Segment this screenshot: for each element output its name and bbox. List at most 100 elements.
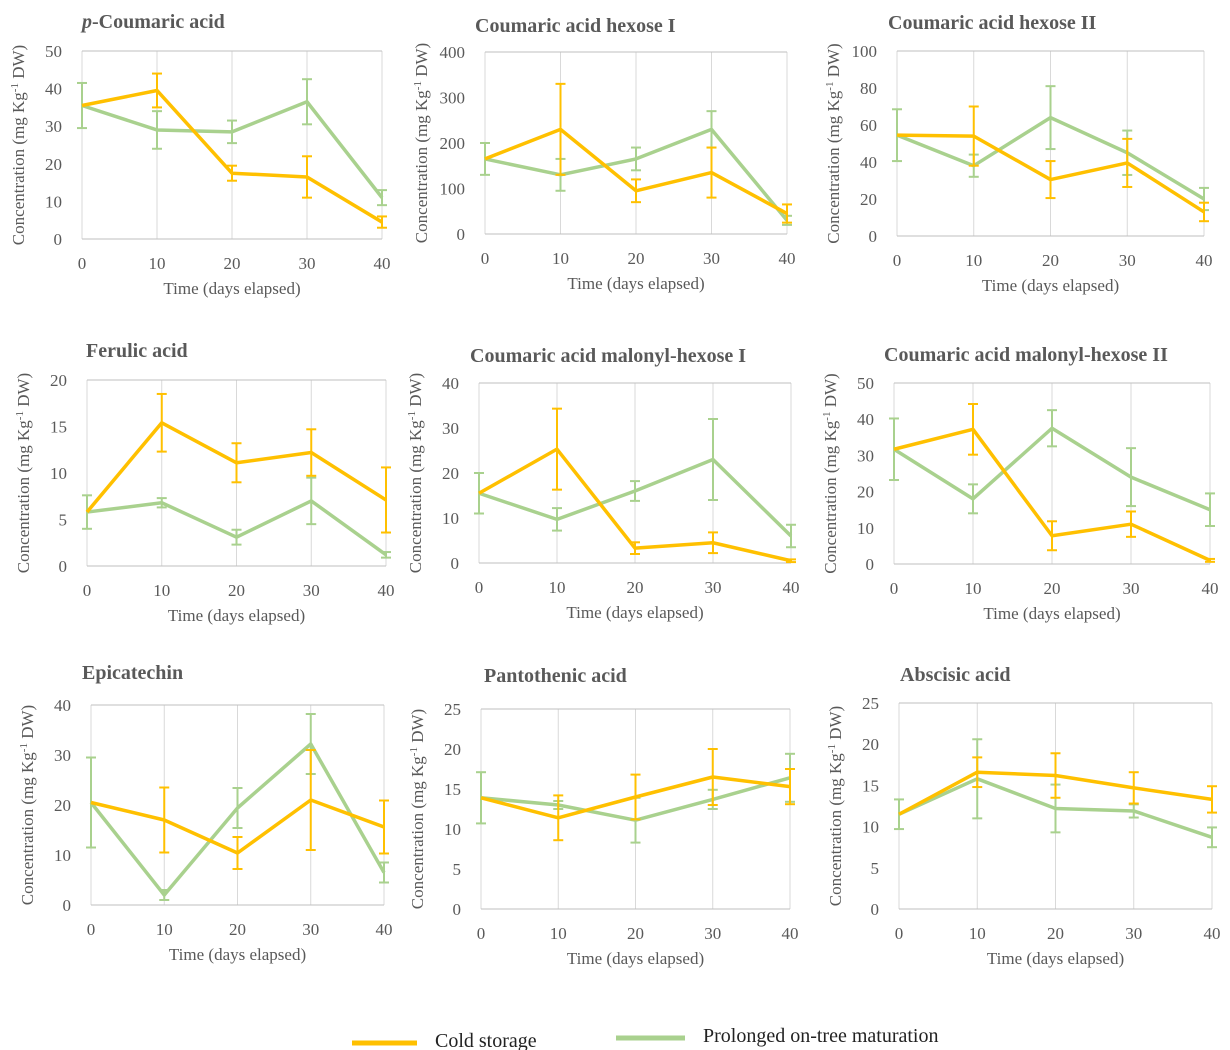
- series-line: [81, 100, 384, 199]
- series-line: [85, 421, 387, 514]
- y-tick-label: 200: [440, 134, 466, 153]
- x-tick-label: 20: [1047, 924, 1064, 943]
- series-line: [478, 457, 793, 538]
- x-tick-label: 10: [156, 920, 173, 939]
- series-cold-storage: [484, 82, 792, 224]
- x-tick-label: 30: [703, 249, 720, 268]
- y-tick-label: 0: [54, 230, 63, 249]
- x-axis-label: Time (days elapsed): [567, 274, 704, 293]
- series-cold-storage: [898, 752, 1217, 816]
- x-tick-label: 30: [299, 254, 316, 273]
- y-tick-label: 0: [866, 555, 875, 574]
- y-tick-label: 10: [442, 509, 459, 528]
- x-tick-label: 0: [481, 249, 490, 268]
- y-tick-label: 50: [857, 374, 874, 393]
- y-tick-label: 300: [440, 89, 466, 108]
- x-axis-label: Time (days elapsed): [982, 276, 1119, 295]
- series-line: [898, 777, 1213, 839]
- y-tick-label: 60: [860, 116, 877, 135]
- x-tick-label: 10: [969, 924, 986, 943]
- chart-title: Ferulic acid: [86, 340, 188, 362]
- x-tick-label: 10: [965, 579, 982, 598]
- chart-title: Coumaric acid malonyl-hexose II: [884, 344, 1168, 366]
- series-line: [893, 426, 1211, 512]
- x-tick-label: 40: [779, 249, 796, 268]
- chart-7: 0 10 20 30 40 0 10 20 30 40 Time (days elapsed) Con…: [18, 662, 393, 964]
- y-tick-label: 20: [857, 483, 874, 502]
- y-tick-label: 0: [457, 225, 466, 244]
- x-tick-label: 40: [782, 924, 799, 943]
- y-tick-label: 10: [862, 818, 879, 837]
- x-tick-label: 0: [87, 920, 96, 939]
- series-line: [896, 133, 1205, 214]
- y-tick-label: 40: [860, 153, 877, 172]
- y-axis-label: Concentration (mg Kg-1 DW): [821, 373, 840, 573]
- y-tick-label: 400: [440, 43, 466, 62]
- x-tick-label: 10: [149, 254, 166, 273]
- legend: Cold storage Prolonged on-tree maturatio…: [352, 1025, 939, 1050]
- x-tick-label: 0: [893, 251, 902, 270]
- series-line: [86, 499, 388, 557]
- y-tick-label: 30: [442, 419, 459, 438]
- y-tick-label: 20: [862, 735, 879, 754]
- series-line: [90, 798, 385, 855]
- legend-label-cold-storage: Cold storage: [435, 1030, 537, 1050]
- series-line: [893, 427, 1211, 562]
- x-tick-label: 30: [704, 924, 721, 943]
- series-line: [81, 88, 383, 224]
- series-prolonged-on-tree: [77, 78, 387, 207]
- series-line: [89, 742, 386, 897]
- series-cold-storage: [85, 392, 391, 534]
- x-tick-label: 40: [374, 254, 391, 273]
- x-tick-label: 0: [475, 578, 484, 597]
- series-cold-storage: [90, 749, 389, 870]
- legend-label-prolonged-on-tree: Prolonged on-tree maturation: [703, 1025, 939, 1047]
- y-axis-label: Concentration (mg Kg-1 DW): [826, 706, 845, 906]
- chart-title: p-Coumaric acid: [80, 11, 225, 33]
- x-tick-label: 20: [627, 924, 644, 943]
- chart-title: Pantothenic acid: [484, 665, 627, 687]
- y-tick-label: 20: [50, 371, 67, 390]
- y-tick-label: 15: [50, 418, 67, 437]
- y-tick-label: 5: [453, 860, 462, 879]
- series-cold-storage: [896, 105, 1209, 223]
- x-axis-label: Time (days elapsed): [168, 606, 305, 625]
- y-tick-label: 50: [45, 42, 62, 61]
- series-cold-storage: [81, 72, 387, 229]
- x-axis-label: Time (days elapsed): [987, 949, 1124, 968]
- y-tick-label: 10: [54, 846, 71, 865]
- series-line: [896, 115, 1205, 201]
- y-axis-label: Concentration (mg Kg-1 DW): [18, 705, 37, 905]
- y-tick-label: 25: [862, 694, 879, 713]
- series-line: [480, 775, 791, 820]
- x-tick-label: 30: [705, 578, 722, 597]
- y-tick-label: 30: [45, 117, 62, 136]
- x-tick-label: 0: [890, 579, 899, 598]
- chart-3: 0 20 40 60 80 100 0 10 20 30 40 Time (days elapsed)…: [824, 12, 1213, 295]
- chart-9: 0 5 10 15 20 25 0 10 20 30 40 Time (days elapsed) Co…: [826, 664, 1221, 968]
- x-tick-label: 40: [783, 578, 800, 597]
- chart-5: 0 10 20 30 40 0 10 20 30 40 Time (days elapsed) Con…: [406, 345, 800, 622]
- x-tick-label: 0: [78, 254, 87, 273]
- x-tick-label: 20: [628, 249, 645, 268]
- series-cold-storage: [480, 748, 795, 842]
- x-tick-label: 10: [552, 249, 569, 268]
- x-tick-label: 30: [1119, 251, 1136, 270]
- chart-title: Abscisic acid: [900, 664, 1011, 686]
- y-tick-label: 30: [54, 746, 71, 765]
- x-tick-label: 40: [1202, 579, 1219, 598]
- x-tick-label: 10: [549, 578, 566, 597]
- y-tick-label: 20: [45, 155, 62, 174]
- y-tick-label: 40: [45, 80, 62, 99]
- y-tick-label: 20: [444, 740, 461, 759]
- series-prolonged-on-tree: [480, 110, 792, 226]
- series-line: [484, 127, 788, 216]
- x-tick-label: 30: [303, 581, 320, 600]
- x-tick-label: 30: [302, 920, 319, 939]
- x-axis-label: Time (days elapsed): [567, 949, 704, 968]
- y-tick-label: 30: [857, 446, 874, 465]
- y-tick-label: 5: [59, 511, 68, 530]
- x-tick-label: 10: [153, 581, 170, 600]
- y-tick-label: 100: [852, 42, 878, 61]
